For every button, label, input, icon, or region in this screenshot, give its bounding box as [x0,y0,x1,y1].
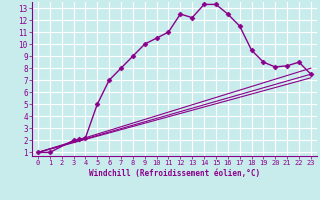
X-axis label: Windchill (Refroidissement éolien,°C): Windchill (Refroidissement éolien,°C) [89,169,260,178]
